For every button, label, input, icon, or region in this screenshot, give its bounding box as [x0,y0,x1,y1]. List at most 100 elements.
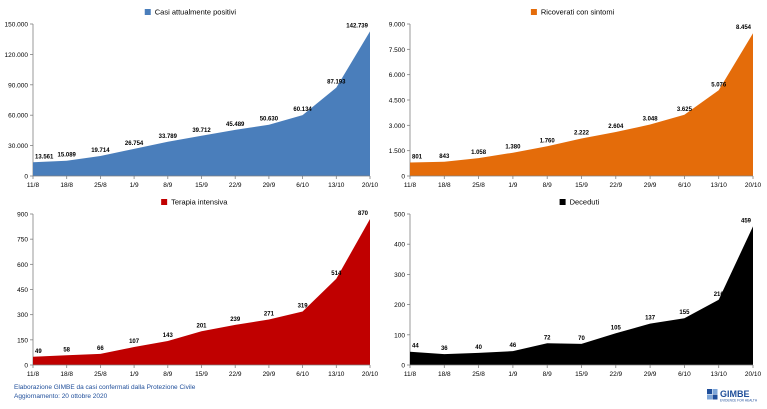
legend-swatch [559,199,566,205]
y-tick-label: 0 [24,363,28,370]
data-label: 66 [97,346,104,352]
footer-source: Elaborazione GIMBE da casi confermati da… [14,384,196,391]
y-tick-label: 0 [401,363,405,370]
data-label: 87.193 [327,80,346,86]
x-tick-label: 25/8 [94,182,107,189]
y-tick-label: 30.000 [8,143,28,150]
x-tick-label: 22/9 [609,182,622,189]
x-tick-label: 11/8 [404,371,417,378]
data-label: 870 [358,211,369,217]
data-label: 44 [412,344,419,350]
x-tick-label: 13/10 [328,371,345,378]
data-label: 843 [439,154,450,160]
data-label: 50.630 [260,117,279,123]
series-area [410,33,753,177]
x-tick-label: 15/9 [195,371,208,378]
x-tick-label: 20/10 [362,371,379,378]
data-label: 143 [163,333,174,339]
series-area [410,226,753,365]
y-tick-label: 4.500 [389,98,406,105]
legend-swatch [161,199,168,205]
x-tick-label: 20/10 [362,182,379,189]
gimbe-logo: GIMBE EVIDENCE FOR HEALTH [707,389,758,403]
data-label: 2.604 [608,124,624,130]
data-label: 5.076 [711,82,727,88]
x-tick-label: 20/10 [745,182,762,189]
y-tick-label: 200 [394,302,405,309]
x-tick-label: 25/8 [472,182,485,189]
x-tick-label: 20/10 [745,371,762,378]
x-tick-label: 13/10 [711,182,728,189]
y-tick-label: 3.000 [389,123,406,130]
data-label: 39.712 [192,128,211,134]
data-label: 319 [298,303,309,309]
data-label: 72 [544,335,551,341]
y-tick-label: 0 [24,174,28,181]
legend-label: Casi attualmente positivi [155,8,237,17]
series-area [33,219,370,365]
data-label: 58 [63,347,70,353]
x-tick-label: 1/9 [130,182,139,189]
legend-label: Terapia intensiva [171,198,228,207]
chart-panel-1: Casi attualmente positivi 0 30.000 60.000 90… [5,8,379,190]
legend-swatch [530,9,537,15]
x-tick-label: 1/9 [508,371,517,378]
x-tick-label: 25/8 [472,371,485,378]
data-label: 8.454 [736,25,752,31]
y-tick-label: 400 [394,242,405,249]
data-label: 19.714 [91,148,110,154]
x-tick-label: 22/9 [609,371,622,378]
series-area [33,31,370,176]
x-tick-label: 8/9 [543,182,552,189]
data-label: 26.754 [125,141,144,147]
y-tick-label: 6.000 [389,72,406,79]
x-tick-label: 29/9 [644,371,657,378]
data-label: 45.489 [226,122,245,128]
x-tick-label: 6/10 [678,182,691,189]
x-tick-label: 8/9 [543,371,552,378]
data-label: 33.789 [159,134,178,140]
data-label: 15.089 [58,153,77,159]
y-tick-label: 120.000 [5,52,29,59]
y-tick-label: 150 [17,337,28,344]
data-label: 70 [578,336,585,342]
data-label: 1.760 [540,138,556,144]
x-tick-label: 29/9 [263,182,276,189]
x-tick-label: 11/8 [404,182,417,189]
gimbe-logo-mark [707,389,718,400]
x-tick-label: 15/9 [575,371,588,378]
data-label: 60.134 [293,107,312,113]
data-label: 271 [264,312,275,318]
x-tick-label: 8/9 [163,371,172,378]
data-label: 142.739 [346,23,368,29]
y-tick-label: 500 [394,212,405,219]
x-tick-label: 13/10 [711,371,728,378]
data-label: 49 [35,349,42,355]
x-tick-label: 29/9 [263,371,276,378]
data-label: 105 [611,325,622,331]
x-tick-label: 11/8 [27,182,40,189]
y-tick-label: 1.500 [389,148,406,155]
data-label: 107 [129,339,140,345]
x-tick-label: 8/9 [163,182,172,189]
data-label: 137 [645,316,656,322]
y-tick-label: 450 [17,287,28,294]
gimbe-logo-text: GIMBE [720,389,750,399]
x-tick-label: 18/8 [438,371,451,378]
x-tick-label: 1/9 [508,182,517,189]
chart-panel-4: Deceduti 0 100 200 300 400 500 11/8 18/8 25/8 1/9 8… [394,198,761,379]
x-tick-label: 18/8 [60,182,73,189]
chart-panel-3: Terapia intensiva 0 150 300 450 600 750 900 11/8… [17,198,378,379]
data-label: 13.561 [35,154,54,160]
y-tick-label: 300 [17,312,28,319]
footer-updated: Aggiornamento: 20 ottobre 2020 [14,392,108,400]
data-label: 459 [741,218,752,224]
y-tick-label: 9.000 [389,22,406,29]
x-tick-label: 25/8 [94,371,107,378]
data-label: 36 [441,346,448,352]
gimbe-logo-subtext: EVIDENCE FOR HEALTH [720,399,758,403]
legend-label: Deceduti [570,198,600,207]
x-tick-label: 29/9 [644,182,657,189]
y-tick-label: 300 [394,272,405,279]
x-tick-label: 1/9 [130,371,139,378]
